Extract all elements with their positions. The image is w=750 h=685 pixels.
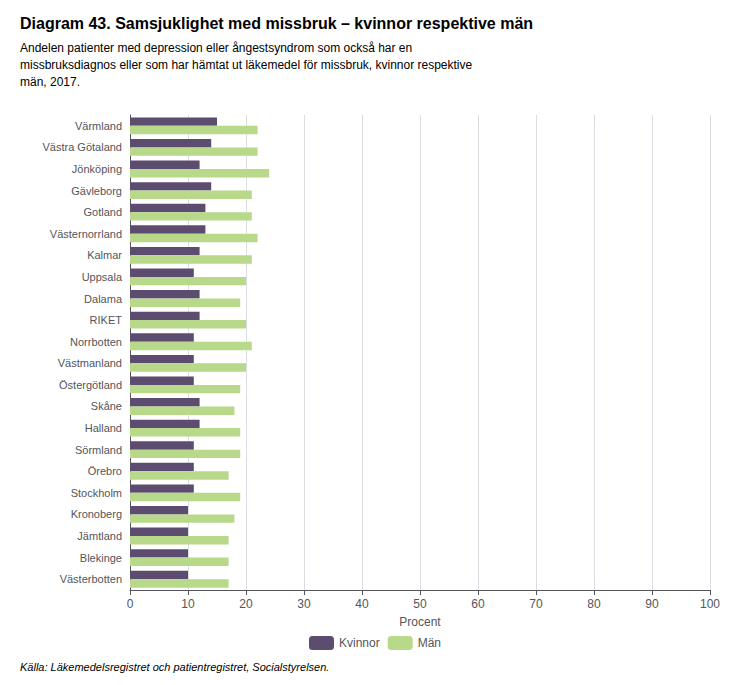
svg-text:Procent: Procent [399, 615, 441, 629]
svg-text:80: 80 [587, 597, 601, 611]
svg-text:Män: Män [418, 636, 441, 650]
svg-text:100: 100 [700, 597, 720, 611]
svg-text:Källa: Läkemedelsregistret och: Källa: Läkemedelsregistret och patientre… [20, 661, 329, 673]
svg-text:Stockholm: Stockholm [71, 487, 122, 499]
svg-text:Diagram 43. Samsjuklighet med: Diagram 43. Samsjuklighet med missbruk –… [20, 15, 533, 32]
svg-text:Västra Götaland: Västra Götaland [43, 141, 123, 153]
svg-text:50: 50 [413, 597, 427, 611]
svg-text:Skåne: Skåne [91, 400, 122, 412]
svg-text:Kalmar: Kalmar [87, 249, 122, 261]
svg-text:Västernorrland: Västernorrland [50, 228, 122, 240]
svg-text:Gävleborg: Gävleborg [71, 185, 122, 197]
svg-text:30: 30 [297, 597, 311, 611]
svg-text:Blekinge: Blekinge [80, 552, 122, 564]
svg-text:Östergötland: Östergötland [59, 379, 122, 391]
svg-text:70: 70 [529, 597, 543, 611]
svg-text:missbruksdiagnos eller som har: missbruksdiagnos eller som har hämtat ut… [20, 58, 473, 72]
svg-text:Västmanland: Västmanland [58, 357, 122, 369]
svg-text:Dalama: Dalama [84, 293, 123, 305]
svg-text:RIKET: RIKET [90, 314, 123, 326]
svg-text:Värmland: Värmland [75, 120, 122, 132]
svg-text:Jämtland: Jämtland [77, 530, 122, 542]
svg-text:Andelen patienter med depressi: Andelen patienter med depression eller å… [20, 41, 412, 55]
svg-text:10: 10 [181, 597, 195, 611]
svg-text:Kvinnor: Kvinnor [339, 636, 380, 650]
svg-text:Halland: Halland [85, 422, 122, 434]
svg-text:Norrbotten: Norrbotten [70, 336, 122, 348]
svg-text:90: 90 [645, 597, 659, 611]
svg-text:Jönköping: Jönköping [72, 163, 122, 175]
svg-text:20: 20 [239, 597, 253, 611]
svg-text:Gotland: Gotland [83, 206, 122, 218]
svg-text:0: 0 [127, 597, 134, 611]
svg-text:Sörmland: Sörmland [75, 444, 122, 456]
svg-text:Kronoberg: Kronoberg [71, 508, 122, 520]
svg-text:40: 40 [355, 597, 369, 611]
svg-text:Västerbotten: Västerbotten [60, 573, 122, 585]
svg-text:Örebro: Örebro [88, 465, 122, 477]
svg-text:Uppsala: Uppsala [82, 271, 123, 283]
svg-text:män, 2017.: män, 2017. [20, 75, 80, 89]
svg-text:60: 60 [471, 597, 485, 611]
